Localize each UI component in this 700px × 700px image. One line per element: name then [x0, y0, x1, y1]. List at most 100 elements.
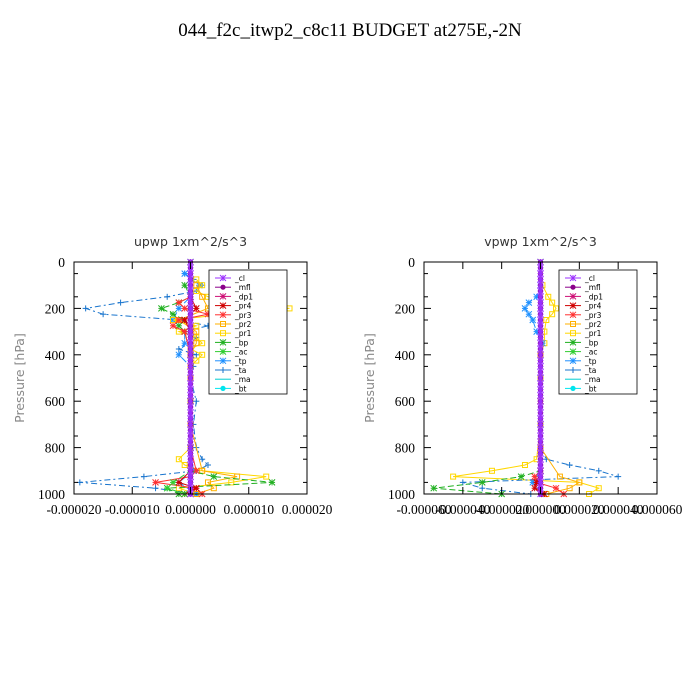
- point-cl: [187, 345, 194, 353]
- figure-title: 044_f2c_itwp2_c8c11 BUDGET at275E,-2N: [178, 20, 522, 41]
- point-pr4: [531, 484, 539, 492]
- point-ta: [152, 485, 159, 492]
- point-pr1: [199, 351, 206, 358]
- legend-item: _ta: [565, 366, 596, 375]
- x-tick-label: 0.000000: [515, 502, 566, 517]
- y-tick-label: 0: [408, 255, 415, 270]
- point-bp: [478, 479, 486, 486]
- legend-marker: [569, 348, 577, 355]
- point-pr1: [199, 340, 206, 347]
- point-ta: [595, 467, 602, 474]
- point-ta: [204, 462, 211, 468]
- point-pr1: [553, 305, 560, 312]
- x-tick-label: -0.000010: [105, 502, 160, 517]
- legend-label: _bp: [234, 338, 249, 347]
- point-ac: [163, 484, 171, 492]
- legend-label: _tp: [584, 357, 597, 366]
- point-ta: [140, 473, 147, 480]
- point-pr2: [193, 340, 200, 347]
- legend-marker: [570, 284, 576, 290]
- point-ta: [100, 311, 107, 318]
- point-pr2: [193, 328, 200, 335]
- point-cl: [537, 310, 544, 318]
- point-ta: [615, 473, 622, 480]
- y-tick-label: 800: [395, 441, 416, 456]
- point-ta: [82, 305, 89, 312]
- point-cl: [187, 299, 194, 306]
- point-bp: [268, 479, 276, 486]
- y-tick-label: 600: [45, 394, 66, 409]
- legend-item: _ta: [215, 366, 246, 375]
- x-tick-label: -0.000040: [435, 502, 490, 517]
- legend-item: _bt: [215, 384, 247, 393]
- point-ta: [199, 456, 206, 463]
- point-tp: [521, 305, 529, 312]
- legend-label: _dp1: [584, 292, 603, 301]
- y-tick-label: 0: [58, 255, 65, 270]
- legend-item: _tp: [565, 357, 597, 366]
- point-cl: [537, 473, 544, 480]
- legend-item: _pr4: [215, 302, 252, 311]
- point-pr2: [199, 293, 206, 300]
- point-cl: [537, 293, 544, 301]
- legend-item: _bp: [215, 338, 249, 347]
- x-tick-label: 0.000060: [632, 502, 683, 517]
- point-cl: [187, 322, 194, 330]
- point-cl: [187, 479, 194, 486]
- y-tick-label: 200: [45, 301, 66, 316]
- point-cl: [187, 310, 194, 318]
- point-tp: [525, 310, 533, 318]
- legend-item: _mfl: [215, 283, 251, 292]
- point-cl: [187, 444, 194, 451]
- point-bp: [158, 305, 165, 312]
- point-pr1: [521, 462, 528, 468]
- point-cl: [537, 322, 544, 330]
- point-bp: [181, 281, 189, 289]
- legend-label: _pr1: [584, 329, 602, 338]
- point-pr4: [181, 316, 189, 324]
- point-cl: [187, 351, 194, 359]
- point-pr1: [549, 311, 556, 318]
- legend-label: _pr4: [234, 302, 252, 311]
- x-tick-label: 0.000040: [593, 502, 644, 517]
- point-cl: [537, 467, 544, 475]
- legend-label: _tp: [234, 357, 247, 366]
- point-cl: [537, 392, 544, 399]
- point-tp: [175, 351, 183, 359]
- point-cl: [187, 397, 194, 405]
- legend-marker: [570, 330, 576, 337]
- point-ta: [175, 346, 182, 352]
- point-bp: [430, 484, 438, 492]
- point-cl: [187, 305, 194, 312]
- legend-item: _bt: [565, 384, 597, 393]
- point-cl: [537, 270, 544, 277]
- point-cl: [187, 287, 194, 295]
- legend-item: _pr1: [565, 329, 602, 338]
- legend-marker: [219, 357, 227, 365]
- point-pr1: [488, 467, 495, 474]
- legend-label: _pr3: [234, 311, 252, 320]
- point-cl: [537, 479, 544, 486]
- point-pr2: [576, 479, 583, 486]
- legend-item: _pr4: [565, 302, 602, 311]
- point-pr1: [450, 473, 457, 480]
- point-cl: [537, 351, 544, 359]
- point-cl: [537, 421, 544, 428]
- point-pr1: [193, 322, 200, 329]
- point-cl: [537, 432, 544, 440]
- legend-marker: [220, 284, 226, 290]
- point-cl: [187, 276, 194, 283]
- point-tp: [525, 299, 533, 306]
- point-cl: [537, 363, 544, 370]
- x-tick-label: 0.000000: [165, 502, 216, 517]
- point-cl: [187, 421, 194, 428]
- y-axis-label: Pressure [hPa]: [362, 333, 377, 423]
- point-pr4: [192, 305, 200, 312]
- point-pr1: [193, 357, 200, 364]
- point-pr4: [192, 484, 200, 492]
- legend-label: _cl: [584, 274, 595, 283]
- point-pr3: [169, 322, 177, 330]
- point-cl: [537, 450, 544, 457]
- legend-marker: [219, 311, 227, 319]
- series-line-bp: [160, 284, 273, 495]
